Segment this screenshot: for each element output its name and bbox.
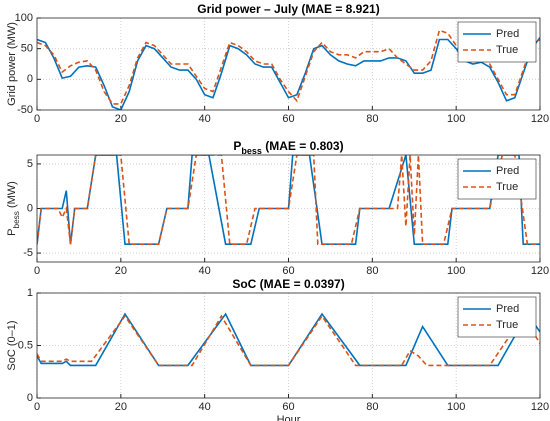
legend-label: Pred [496, 303, 519, 315]
x-tick-label: 120 [531, 401, 549, 413]
legend-label: Pred [496, 28, 519, 40]
axes-box [36, 292, 541, 399]
chart-title: Grid power – July (MAE = 8.921) [197, 2, 379, 16]
x-axis-label: Hour [277, 414, 301, 421]
y-tick-label: 0 [27, 73, 33, 85]
legend-label: True [496, 319, 518, 331]
x-tick-label: 100 [447, 401, 465, 413]
line-series [37, 314, 540, 367]
y-tick-label: 100 [15, 12, 33, 24]
x-tick-label: 120 [531, 265, 549, 277]
axes-box [36, 17, 541, 111]
legend-label: Pred [496, 165, 519, 177]
legend-box [457, 21, 537, 63]
x-tick-label: 80 [366, 265, 378, 277]
y-tick-label: 0 [27, 392, 33, 404]
y-tick-label: 0.5 [18, 339, 33, 351]
y-axis-label: Grid power (MW) [6, 22, 18, 106]
x-tick-label: 100 [447, 113, 465, 125]
y-axis-label-part: P [6, 229, 18, 236]
series-group [37, 312, 540, 367]
series-group [37, 155, 540, 245]
series-group [37, 29, 540, 110]
y-tick-label: 1 [27, 287, 33, 299]
legend-box [457, 158, 537, 200]
axes-box [36, 154, 541, 263]
x-tick-label: 20 [115, 401, 127, 413]
y-axis-label: SoC (0–1) [6, 320, 18, 370]
x-tick-label: 120 [531, 113, 549, 125]
y-axis-label-part: bess [12, 211, 21, 228]
chart-title: SoC (MAE = 0.0397) [232, 277, 344, 291]
chart-title-part: P [233, 139, 241, 153]
x-tick-label: 0 [34, 113, 40, 125]
y-tick-label: -5 [23, 247, 33, 259]
x-tick-label: 0 [34, 401, 40, 413]
x-tick-label: 40 [199, 401, 211, 413]
chart-title-part: (MAE = 0.803) [262, 139, 344, 153]
x-tick-label: 60 [282, 265, 294, 277]
x-tick-label: 80 [366, 113, 378, 125]
y-tick-label: 50 [21, 43, 33, 55]
line-series [37, 312, 540, 367]
line-series [37, 29, 540, 105]
chart-title-part: bess [241, 146, 262, 156]
y-tick-label: 0 [27, 202, 33, 214]
legend-box [457, 296, 537, 338]
line-series [37, 37, 540, 110]
x-tick-label: 100 [447, 265, 465, 277]
chart-title: Pbess (MAE = 0.803) [233, 139, 343, 156]
legend-label: True [496, 181, 518, 193]
y-axis-label-part: (MW) [6, 181, 18, 211]
y-tick-label: -50 [17, 104, 33, 116]
x-tick-label: 0 [34, 265, 40, 277]
x-tick-label: 80 [366, 401, 378, 413]
y-tick-label: 5 [27, 158, 33, 170]
x-tick-label: 60 [282, 401, 294, 413]
x-tick-label: 20 [115, 265, 127, 277]
x-tick-label: 60 [282, 113, 294, 125]
x-tick-label: 40 [199, 265, 211, 277]
y-axis-label: Pbess (MW) [6, 181, 21, 236]
line-series [37, 155, 540, 245]
x-tick-label: 20 [115, 113, 127, 125]
x-tick-label: 40 [199, 113, 211, 125]
legend-label: True [496, 44, 518, 56]
line-series [37, 155, 540, 245]
